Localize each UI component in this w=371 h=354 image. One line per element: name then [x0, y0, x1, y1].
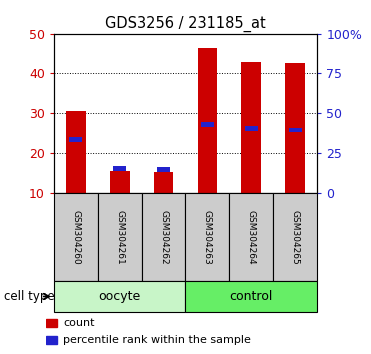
- Bar: [46, 336, 57, 344]
- Bar: [245, 126, 258, 131]
- Text: GSM304264: GSM304264: [247, 210, 256, 264]
- Text: percentile rank within the sample: percentile rank within the sample: [63, 335, 251, 346]
- Bar: [198, 47, 217, 193]
- Text: GSM304262: GSM304262: [159, 210, 168, 264]
- Bar: [285, 63, 305, 193]
- Bar: [98, 193, 142, 281]
- Bar: [186, 193, 229, 281]
- Bar: [186, 281, 317, 312]
- Bar: [110, 171, 129, 193]
- Text: cell type: cell type: [4, 290, 54, 303]
- Text: GSM304265: GSM304265: [291, 210, 300, 264]
- Text: oocyte: oocyte: [99, 290, 141, 303]
- Bar: [46, 319, 57, 327]
- Text: count: count: [63, 318, 95, 329]
- Bar: [69, 137, 82, 142]
- Text: control: control: [230, 290, 273, 303]
- Bar: [142, 193, 186, 281]
- Bar: [229, 193, 273, 281]
- Bar: [54, 193, 98, 281]
- Bar: [157, 167, 170, 172]
- Text: GSM304263: GSM304263: [203, 210, 212, 264]
- Bar: [66, 111, 86, 193]
- Bar: [201, 122, 214, 127]
- Text: GSM304261: GSM304261: [115, 210, 124, 264]
- Bar: [113, 166, 126, 171]
- Bar: [273, 193, 317, 281]
- Bar: [54, 281, 185, 312]
- Text: GSM304260: GSM304260: [71, 210, 80, 264]
- Bar: [289, 128, 302, 132]
- Text: GDS3256 / 231185_at: GDS3256 / 231185_at: [105, 16, 266, 32]
- Bar: [242, 62, 261, 193]
- Bar: [154, 172, 173, 193]
